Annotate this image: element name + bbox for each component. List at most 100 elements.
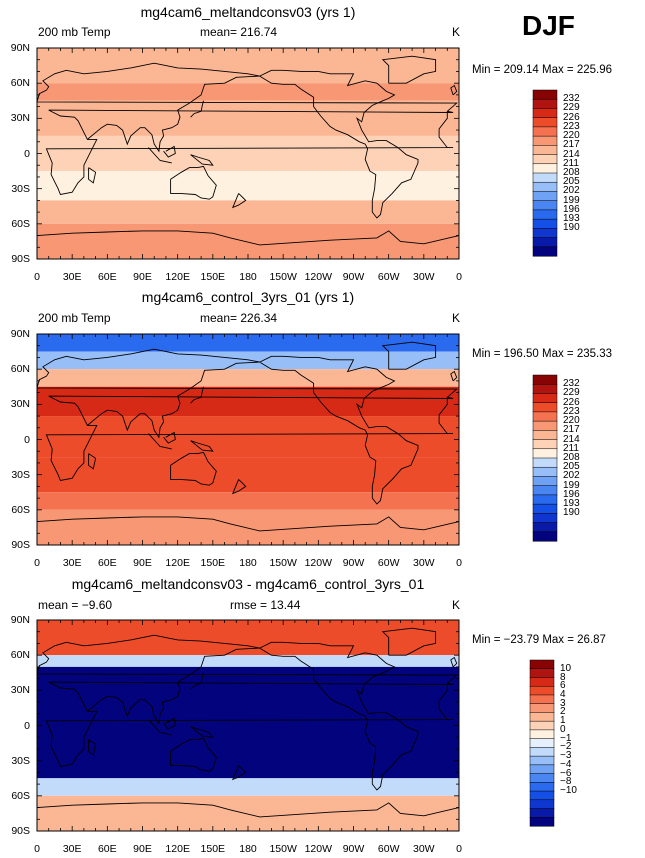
- colorbar-swatch: [532, 135, 558, 146]
- colorbar-tick-label: −2: [560, 741, 572, 753]
- temperature-map: [36, 333, 460, 546]
- units-label: K: [452, 311, 461, 325]
- coastline: [88, 453, 97, 470]
- coastline: [259, 641, 419, 791]
- colorbar-tick-label: −1: [560, 732, 572, 744]
- temperature-band: [37, 386, 459, 417]
- latitude-tick-label: 30S: [11, 468, 30, 481]
- mean-label: mean= 216.74: [200, 25, 278, 39]
- colorbar-swatch: [529, 755, 555, 766]
- longitude-tick-label: 90W: [342, 271, 365, 283]
- colorbar-swatch: [532, 383, 558, 394]
- temperature-band: [37, 135, 459, 172]
- coastline: [190, 440, 214, 452]
- temperature-band: [37, 666, 459, 779]
- colorbar-swatch: [532, 246, 558, 257]
- colorbar-swatch: [532, 89, 558, 100]
- temperature-band: [37, 171, 459, 201]
- longitude-tick-label: 120W: [304, 271, 333, 283]
- coastline: [450, 84, 458, 96]
- colorbar-swatch: [532, 172, 558, 183]
- colorbar-swatch: [532, 200, 558, 211]
- latitude-tick-label: 90N: [10, 42, 30, 54]
- latitude-tick-label: 60S: [11, 503, 30, 516]
- longitude-tick-label: 30W: [413, 843, 435, 855]
- longitude-tick-label: 90E: [133, 557, 152, 569]
- colorbar-swatch: [532, 98, 558, 109]
- coastline: [87, 75, 260, 153]
- colorbar-swatch: [529, 808, 555, 818]
- colorbar-swatch: [532, 374, 558, 385]
- colorbar-swatch: [532, 522, 558, 533]
- colorbar-swatch: [529, 712, 555, 722]
- longitude-tick-label: 90E: [133, 843, 152, 855]
- colorbar-swatch: [529, 677, 555, 687]
- colorbar-swatch: [532, 430, 558, 441]
- colorbar-tick-label: 226: [563, 396, 580, 408]
- latitude-tick-label: 30N: [10, 112, 30, 125]
- coastline: [190, 726, 214, 738]
- latitude-tick-label: 90S: [11, 825, 30, 837]
- longitude-tick-label: 0: [456, 557, 462, 569]
- longitude-tick-label: 150W: [269, 843, 297, 855]
- colorbar-tick-label: 223: [563, 405, 580, 417]
- colorbar-swatch: [532, 476, 558, 487]
- colorbar-tick-label: −4: [560, 758, 572, 770]
- colorbar-swatch: [532, 402, 558, 413]
- coastline: [88, 739, 97, 756]
- temperature-band: [37, 200, 459, 224]
- colorbar-tick-label: 220: [563, 130, 580, 142]
- colorbar-tick-label: 199: [563, 479, 580, 491]
- colorbar-swatch: [529, 773, 555, 783]
- units-label: K: [452, 25, 461, 39]
- longitude-tick-label: 60E: [97, 843, 117, 855]
- colorbar-swatch: [529, 799, 555, 810]
- colorbar-tick-label: 229: [563, 102, 580, 114]
- coastline: [450, 656, 458, 668]
- latitude-tick-label: 60N: [10, 77, 30, 90]
- colorbar-swatch: [529, 729, 555, 740]
- min-max-label: Min = 209.14 Max = 225.96: [472, 64, 613, 76]
- colorbar-tick-label: −6: [560, 767, 572, 779]
- temperature-band: [37, 223, 459, 259]
- temperature-band: [37, 778, 459, 796]
- coastline: [259, 69, 419, 219]
- colorbar-labels: 232 229 226 223 220 217 214 211 208 205 202 199 196 1…: [563, 90, 603, 256]
- colorbar-swatch: [529, 659, 555, 670]
- colorbar-tick-label: 202: [563, 185, 580, 197]
- coastline: [87, 361, 260, 439]
- coastline: [190, 154, 214, 166]
- latitude-tick-label: 60N: [10, 363, 30, 376]
- temperature-map: [36, 47, 460, 260]
- colorbar-swatch: [529, 738, 555, 748]
- colorbar-swatch: [532, 531, 558, 542]
- colorbar-tick-label: 217: [563, 139, 580, 151]
- colorbar-tick-label: 214: [563, 148, 580, 160]
- colorbar-swatch: [532, 163, 558, 174]
- colorbar-tick-label: −10: [560, 785, 577, 797]
- colorbar-tick-label: 208: [563, 167, 580, 178]
- longitude-axis: 0 30E 60E 90E 120E 150E 180 150W 120W 90W 60W 30W 0: [34, 843, 462, 857]
- min-max-label: Min = −23.79 Max = 26.87: [472, 634, 606, 646]
- coastline: [190, 100, 204, 118]
- colorbar-swatch: [532, 145, 558, 156]
- colorbar-swatch: [532, 513, 558, 524]
- longitude-tick-label: 0: [456, 271, 462, 283]
- colorbar-tick-label: 196: [563, 488, 580, 500]
- longitude-tick-label: 60E: [97, 557, 117, 569]
- colorbar-swatch: [529, 685, 555, 696]
- colorbar-swatch: [532, 457, 558, 468]
- coastline: [45, 395, 454, 482]
- coastline: [381, 55, 437, 84]
- min-max-label: Min = 196.50 Max = 235.33: [472, 348, 613, 360]
- latitude-tick-label: 90N: [10, 328, 30, 340]
- coastline: [148, 719, 172, 736]
- longitude-tick-label: 120W: [304, 557, 333, 569]
- colorbar: [529, 659, 555, 827]
- coastline: [190, 672, 204, 690]
- colorbar-tick-label: 199: [563, 194, 580, 206]
- colorbar-tick-label: 0: [560, 723, 566, 735]
- colorbar-swatch: [529, 747, 555, 757]
- colorbar-swatch: [532, 154, 558, 165]
- coastlines: [36, 55, 460, 246]
